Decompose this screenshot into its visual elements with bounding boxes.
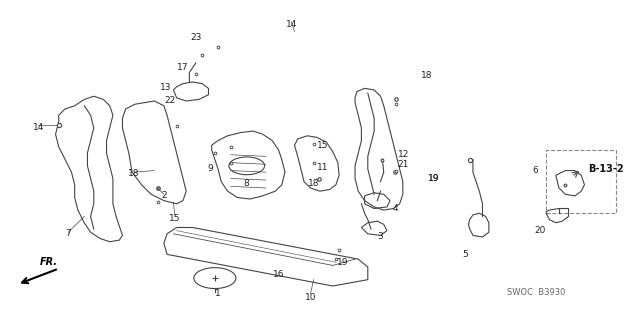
Text: 16: 16 [273,271,284,279]
Text: 18: 18 [421,71,433,80]
Text: 23: 23 [190,33,202,42]
Text: 20: 20 [534,226,545,235]
Text: SWOC  B3930: SWOC B3930 [508,288,566,297]
Text: 18: 18 [128,169,140,178]
Text: B-13-2: B-13-2 [588,164,623,174]
Text: 13: 13 [160,83,172,92]
Text: 1: 1 [215,289,221,298]
Text: 6: 6 [532,166,538,175]
Text: 14: 14 [285,20,297,29]
Text: 12: 12 [399,150,410,159]
Text: 19: 19 [428,174,439,183]
Text: 21: 21 [397,160,408,169]
Text: 9: 9 [207,165,213,174]
Text: 2: 2 [161,191,166,200]
Text: 15: 15 [169,213,180,222]
Text: 19: 19 [428,174,439,183]
Text: 14: 14 [33,123,44,132]
Text: 4: 4 [392,204,398,213]
Text: 5: 5 [463,250,468,259]
Text: 8: 8 [244,179,250,188]
Text: 17: 17 [177,63,189,72]
Text: 7: 7 [65,229,71,238]
Text: 3: 3 [378,233,383,241]
Text: 15: 15 [317,141,329,150]
Text: FR.: FR. [40,257,58,267]
Text: 19: 19 [337,258,348,267]
Text: 10: 10 [305,293,316,301]
Text: 22: 22 [164,97,176,106]
Text: 11: 11 [317,163,329,172]
Text: 18: 18 [308,179,319,188]
